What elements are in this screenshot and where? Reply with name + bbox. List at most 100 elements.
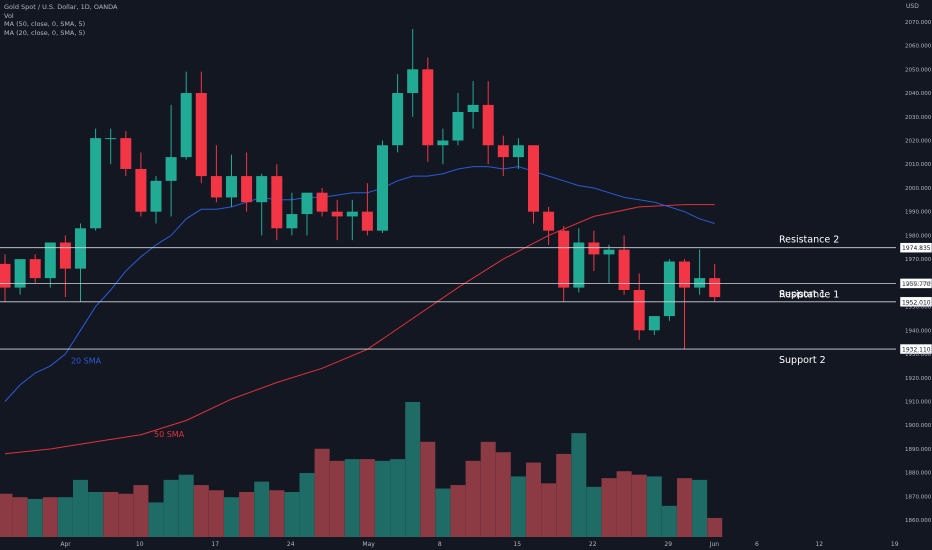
price-tick-label: 2020.000 xyxy=(905,139,932,145)
legend-ma20: MA (20, close, 0, SMA, 5) xyxy=(4,28,86,37)
volume-bar xyxy=(193,485,209,537)
candle-body xyxy=(256,176,268,203)
volume-bar xyxy=(133,485,149,537)
level-label: Resistance 2 xyxy=(779,235,839,246)
candle-body xyxy=(709,278,721,298)
volume-bar xyxy=(314,448,330,537)
candle-body xyxy=(286,214,298,229)
volume-bar xyxy=(239,492,255,537)
candle-body xyxy=(437,140,449,146)
volume-bar xyxy=(450,485,466,537)
volume-bar xyxy=(224,497,239,537)
price-tick-label: 1940.000 xyxy=(905,328,932,334)
candle-body xyxy=(679,261,690,288)
ma-annotation: 50 SMA xyxy=(154,430,185,439)
volume-bar xyxy=(88,492,104,537)
volume-bar xyxy=(118,493,134,537)
time-tick-label: 10 xyxy=(136,541,144,548)
candle-body xyxy=(392,93,404,146)
candle-body xyxy=(90,138,102,229)
volume-bar xyxy=(510,476,526,537)
volume-bar xyxy=(375,460,390,537)
candle-body xyxy=(210,176,222,198)
volume-bar xyxy=(571,433,587,537)
volume-bar xyxy=(178,474,194,537)
price-tick-label: 2050.000 xyxy=(905,67,932,73)
time-tick-label: Jun xyxy=(709,541,720,548)
price-tick-label: 2000.000 xyxy=(905,186,932,192)
time-tick-label: 22 xyxy=(589,541,597,548)
candle-body xyxy=(407,69,419,94)
time-tick-label: 6 xyxy=(755,541,759,548)
volume-bar xyxy=(0,493,13,537)
price-tick-label: 1880.000 xyxy=(905,471,932,477)
volume-bar xyxy=(299,472,315,537)
candle-body xyxy=(573,242,585,288)
price-tick-label: 2040.000 xyxy=(905,91,932,97)
legend-vol: Vol xyxy=(4,11,14,20)
candle-body xyxy=(0,263,11,288)
candle-body xyxy=(377,145,388,231)
level-label: Resistance 1 xyxy=(779,289,839,300)
volume-bar xyxy=(586,486,602,537)
time-tick-label: 19 xyxy=(891,541,899,548)
volume-bar xyxy=(495,452,511,537)
candle-body xyxy=(316,192,328,212)
volume-bar xyxy=(148,502,164,537)
time-tick-label: 8 xyxy=(438,541,442,548)
candle-body xyxy=(120,138,132,169)
candle-body xyxy=(150,180,162,212)
candle-body xyxy=(497,145,509,158)
volume-bar xyxy=(12,497,28,537)
volume-bar xyxy=(556,453,572,537)
volume-bar xyxy=(480,441,496,537)
candle-body xyxy=(346,211,358,217)
candle-body xyxy=(29,259,41,279)
level-label: Support 1 xyxy=(779,289,826,300)
volume-bar xyxy=(359,459,375,537)
ma20-line xyxy=(4,166,715,402)
price-tick-label: 2030.000 xyxy=(905,115,932,121)
volume-bar xyxy=(541,483,557,537)
candle-body xyxy=(467,104,479,113)
candle-body xyxy=(361,211,373,231)
candle-body xyxy=(180,93,192,158)
candle-body xyxy=(105,138,117,140)
candle-body xyxy=(59,242,71,269)
price-tick-label: 2010.000 xyxy=(905,162,932,168)
time-axis[interactable] xyxy=(0,537,896,550)
candle-body xyxy=(543,211,555,231)
legend-ma50: MA (50, close, 0, SMA, 5) xyxy=(4,20,86,28)
candle-body xyxy=(694,278,706,288)
candle-body xyxy=(226,176,237,198)
volume-bar xyxy=(646,476,662,537)
volume-bar xyxy=(390,459,406,537)
volume-bar xyxy=(254,481,270,537)
volume-bar xyxy=(269,490,285,537)
level-price-value: 1952.010 xyxy=(902,299,931,306)
price-tick-label: 1890.000 xyxy=(905,447,932,453)
candle-body xyxy=(633,289,645,331)
price-tick-label: 1860.000 xyxy=(905,518,932,524)
volume-bar xyxy=(692,479,708,537)
volume-bar xyxy=(661,505,677,537)
volume-bar xyxy=(465,460,481,537)
time-tick-label: Apr xyxy=(60,541,71,548)
time-tick-label: 15 xyxy=(513,541,521,548)
candle-body xyxy=(241,176,253,203)
candle-body xyxy=(195,93,207,177)
volume-bar xyxy=(27,498,43,537)
price-tick-label: 1980.000 xyxy=(905,233,932,239)
volume-bar xyxy=(208,490,224,537)
volume-bar xyxy=(601,478,617,537)
time-tick-label: May xyxy=(362,541,375,548)
candle-body xyxy=(603,249,615,255)
time-tick-label: 29 xyxy=(664,541,672,548)
volume-bar xyxy=(631,474,647,537)
price-axis[interactable] xyxy=(896,0,932,550)
price-tick-label: 2070.000 xyxy=(905,20,932,26)
candle-body xyxy=(422,69,434,146)
candle-body xyxy=(301,192,313,215)
price-tick-label: 1930.000 xyxy=(905,352,932,358)
